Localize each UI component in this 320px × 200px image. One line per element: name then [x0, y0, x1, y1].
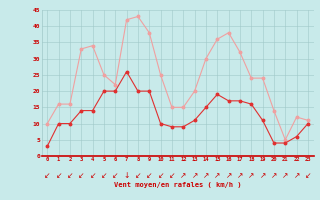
Text: ↗: ↗	[225, 171, 232, 180]
Text: ↓: ↓	[124, 171, 130, 180]
Text: ↙: ↙	[169, 171, 175, 180]
Text: ↗: ↗	[293, 171, 300, 180]
Text: ↗: ↗	[260, 171, 266, 180]
Text: ↙: ↙	[305, 171, 311, 180]
Text: ↙: ↙	[55, 171, 62, 180]
Text: ↗: ↗	[180, 171, 187, 180]
Text: ↙: ↙	[44, 171, 51, 180]
Text: ↙: ↙	[78, 171, 84, 180]
Text: ↙: ↙	[146, 171, 152, 180]
Text: ↗: ↗	[191, 171, 198, 180]
Text: ↙: ↙	[67, 171, 73, 180]
Text: ↙: ↙	[157, 171, 164, 180]
Text: ↙: ↙	[101, 171, 107, 180]
Text: ↙: ↙	[112, 171, 118, 180]
Text: ↗: ↗	[214, 171, 220, 180]
Text: ↗: ↗	[203, 171, 209, 180]
Text: ↗: ↗	[248, 171, 254, 180]
Text: ↗: ↗	[271, 171, 277, 180]
Text: ↗: ↗	[282, 171, 288, 180]
Text: ↙: ↙	[89, 171, 96, 180]
Text: ↗: ↗	[237, 171, 243, 180]
X-axis label: Vent moyen/en rafales ( km/h ): Vent moyen/en rafales ( km/h )	[114, 182, 241, 188]
Text: ↙: ↙	[135, 171, 141, 180]
